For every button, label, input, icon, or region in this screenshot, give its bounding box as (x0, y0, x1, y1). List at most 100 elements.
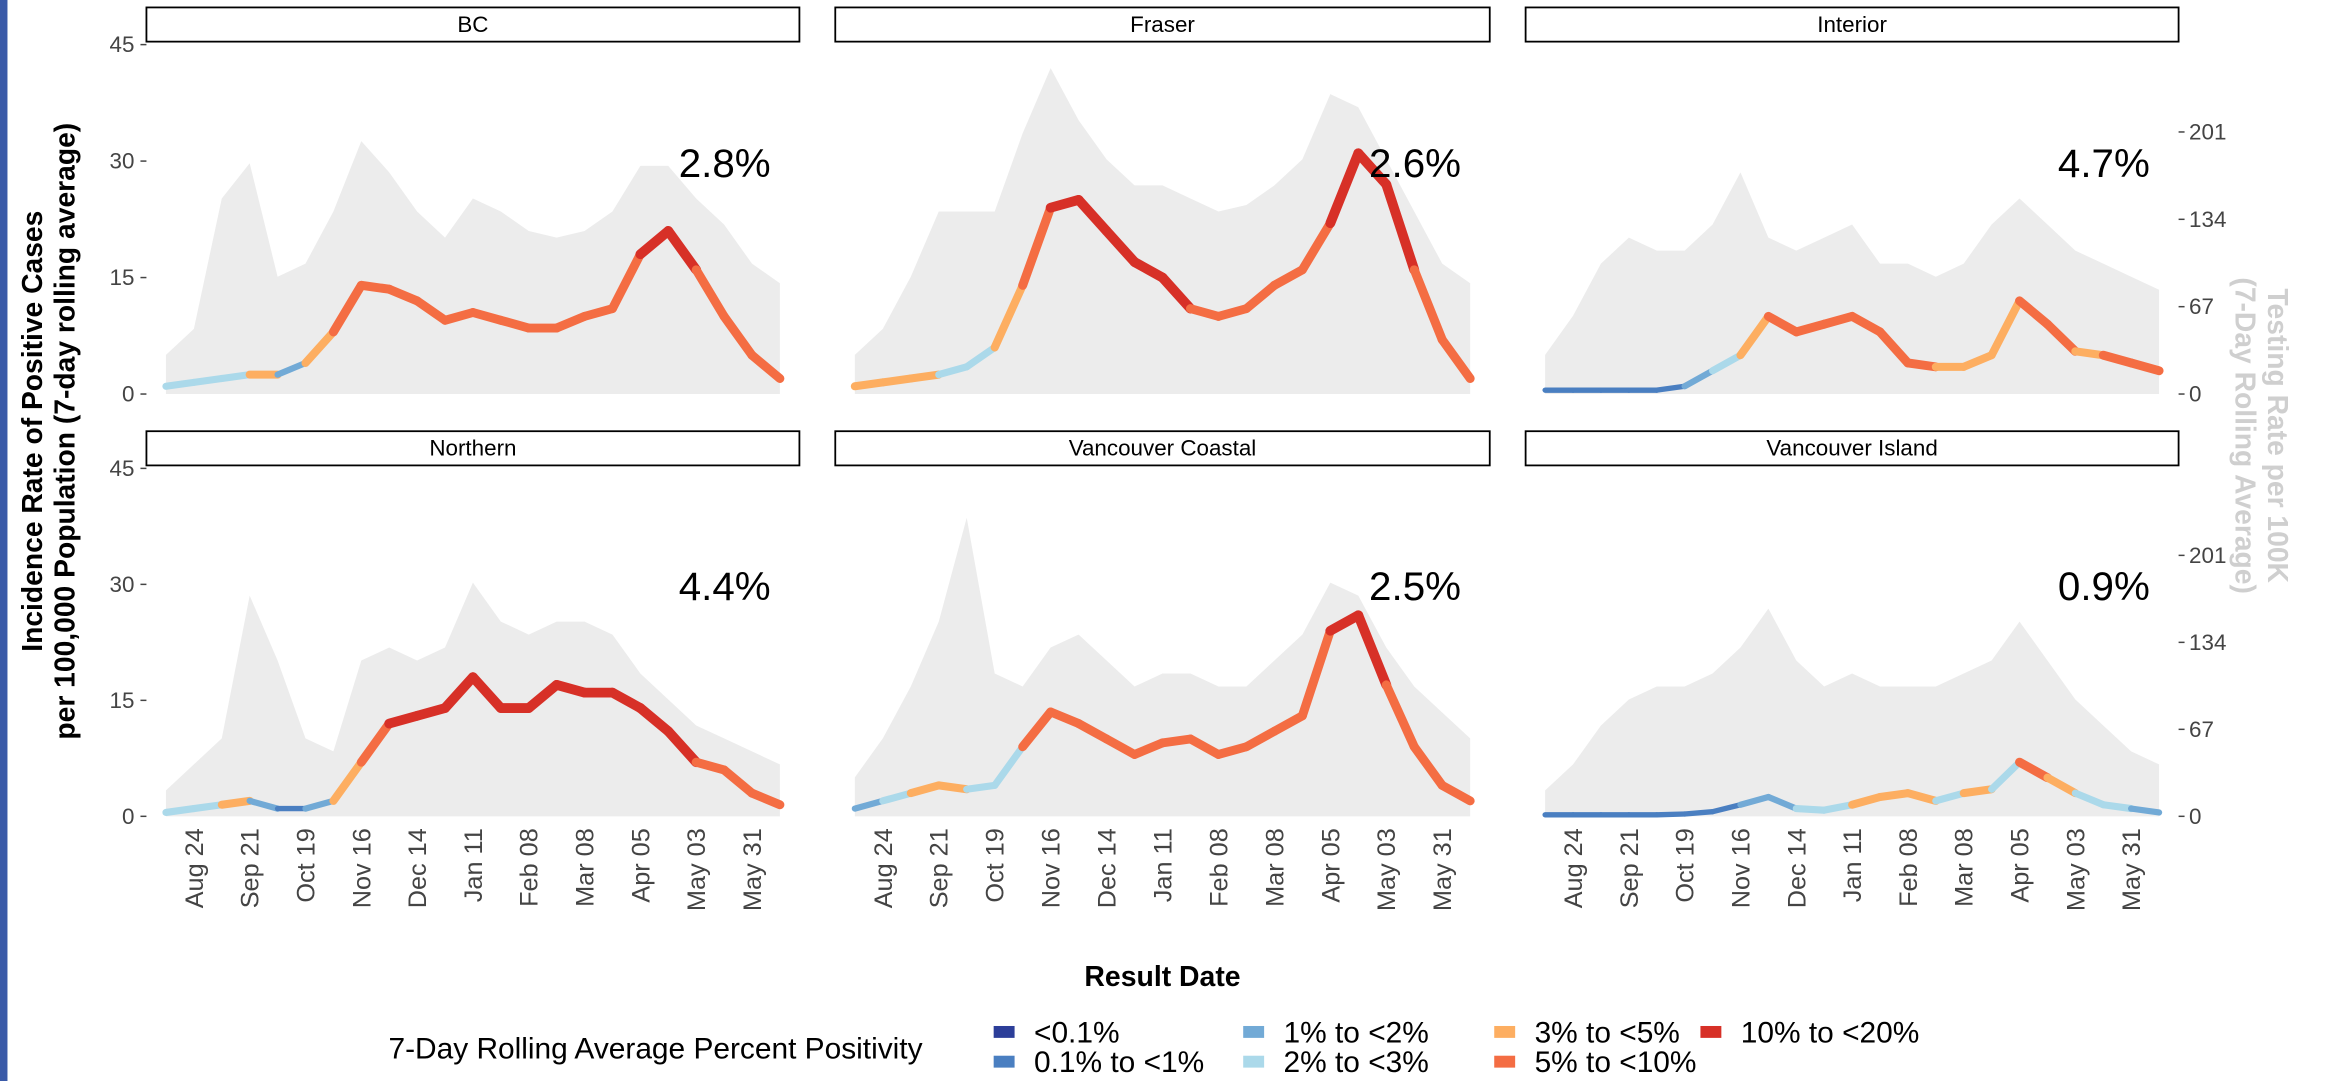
testing-area (165, 582, 780, 817)
positivity-segment (607, 687, 646, 713)
x-tick-label: Jan 11 (1839, 828, 1867, 902)
y2-tick-label: 0 (2189, 804, 2201, 829)
positivity-segment (1074, 719, 1112, 744)
positivity-segment (2128, 805, 2163, 816)
panel-strip (834, 6, 1491, 43)
y2-tick-label: 67 (2189, 294, 2214, 319)
positivity-segment (1129, 257, 1168, 283)
x-tick-label: May 03 (2062, 828, 2090, 911)
positivity-segment (1353, 610, 1392, 690)
x-tick-label: Oct 19 (1672, 828, 1700, 902)
positivity-segment (1875, 789, 1912, 802)
positivity-segment (356, 280, 394, 294)
positivity-segment (607, 249, 645, 314)
positivity-segment (1269, 711, 1307, 736)
panel-title: Vancouver Island (1766, 436, 1937, 461)
panel-strip (145, 6, 801, 43)
legend-key (1494, 1055, 1516, 1068)
legend-label: 3% to <5% (1535, 1016, 1680, 1049)
x-tick-label: Oct 19 (292, 828, 320, 902)
positivity-segment (1437, 780, 1475, 806)
legend-key (993, 1025, 1015, 1038)
x-tick-label: Feb 08 (1895, 828, 1923, 907)
positivity-segment (162, 378, 198, 390)
panel-title: BC (457, 12, 488, 37)
x-tick-label: Dec 14 (1093, 828, 1121, 908)
positivity-segment (1988, 758, 2024, 793)
positivity-segment (851, 797, 886, 812)
positivity-segment (301, 327, 338, 367)
x-tick-label: Nov 16 (348, 828, 376, 908)
positivity-segment (190, 374, 226, 386)
positivity-segment (384, 284, 422, 306)
x-tick-label: May 03 (683, 828, 711, 911)
positivity-segment (691, 757, 729, 775)
positivity-segment (580, 304, 617, 321)
positivity-segment (963, 343, 999, 371)
positivity-segment (496, 315, 534, 333)
positivity-segment (1297, 218, 1335, 275)
positivity-segment (1213, 304, 1251, 321)
positivity-segment (935, 363, 971, 379)
positivity-segment (1903, 789, 1940, 805)
positivity-segment (328, 280, 366, 337)
positivity-segment (747, 788, 785, 810)
positivity-segment (2043, 773, 2080, 798)
positivity-segment (1437, 335, 1475, 383)
legend-label: 2% to <3% (1284, 1046, 1429, 1079)
positivity-segment (218, 371, 254, 383)
y-axis-title: Incidence Rate of Positive Cases (17, 211, 49, 652)
positivity-segment (468, 308, 506, 325)
positivity-segment (1409, 265, 1447, 345)
panel-strip (1524, 430, 2180, 467)
positivity-segment (2071, 789, 2107, 809)
positivity-segment (552, 311, 590, 333)
positivity-segment (1018, 203, 1056, 290)
positivity-segment (2042, 319, 2080, 356)
positivity-segment (878, 374, 915, 387)
positivity-segment (1763, 311, 1801, 337)
legend-title: 7-Day Rolling Average Percent Positivity (389, 1033, 923, 1066)
x-tick-label: Apr 05 (2006, 828, 2034, 902)
y-axis-title: per 100,000 Population (7-day rolling av… (50, 123, 82, 740)
positivity-segment (635, 226, 674, 260)
positivity-segment (1820, 801, 1856, 814)
positivity-segment (523, 679, 562, 713)
y2-tick-label: 201 (2189, 119, 2226, 144)
annotation: 4.7% (2058, 141, 2150, 186)
x-tick-label: Feb 08 (516, 828, 544, 907)
positivity-segment (1101, 226, 1140, 267)
y-tick-label: 0 (122, 382, 134, 407)
x-tick-label: May 31 (2118, 828, 2146, 911)
slide-edge (0, 0, 8, 1081)
testing-area (1545, 172, 2160, 395)
y-tick-label: 30 (110, 572, 135, 597)
positivity-segment (635, 703, 674, 737)
positivity-segment (879, 789, 915, 805)
x-tick-label: Aug 24 (181, 828, 209, 908)
x-tick-label: Oct 19 (982, 828, 1010, 902)
x-tick-label: Sep 21 (1616, 828, 1644, 908)
panel-title: Vancouver Coastal (1069, 436, 1257, 461)
positivity-segment (747, 350, 785, 383)
positivity-segment (2099, 801, 2135, 813)
legend-label: <0.1% (1034, 1016, 1120, 1049)
positivity-segment (663, 726, 702, 768)
testing-area (854, 68, 1471, 395)
positivity-segment (719, 311, 757, 360)
x-tick-label: Sep 21 (237, 828, 265, 908)
positivity-segment (1791, 319, 1829, 337)
legend-key (1243, 1055, 1265, 1068)
annotation: 4.4% (679, 564, 771, 609)
legend-key (1494, 1025, 1516, 1038)
legend-label: 10% to <20% (1741, 1016, 1920, 1049)
panel-strip (1524, 6, 2180, 43)
x-tick-label: Apr 05 (627, 828, 655, 902)
panel-title: Northern (429, 436, 516, 461)
y-tick-label: 15 (110, 688, 135, 713)
positivity-segment (1959, 351, 1996, 371)
annotation: 2.5% (1369, 564, 1461, 609)
legend-label: 1% to <2% (1284, 1016, 1429, 1049)
positivity-segment (302, 797, 337, 812)
positivity-segment (1903, 358, 1941, 372)
